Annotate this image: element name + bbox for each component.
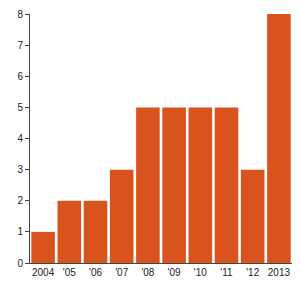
svg-text:'05: '05	[63, 267, 76, 278]
svg-text:6: 6	[17, 71, 23, 82]
svg-text:0: 0	[17, 258, 23, 269]
svg-text:'11: '11	[220, 267, 233, 278]
svg-text:5: 5	[17, 102, 23, 113]
svg-text:2013: 2013	[268, 267, 291, 278]
svg-text:3: 3	[17, 164, 23, 175]
svg-text:'08: '08	[141, 267, 154, 278]
svg-text:8: 8	[17, 9, 23, 20]
svg-text:'07: '07	[115, 267, 128, 278]
svg-text:'12: '12	[246, 267, 259, 278]
svg-text:2: 2	[17, 195, 23, 206]
svg-text:'09: '09	[168, 267, 181, 278]
svg-text:4: 4	[17, 133, 23, 144]
svg-text:2004: 2004	[32, 267, 55, 278]
svg-text:1: 1	[17, 226, 23, 237]
svg-text:7: 7	[17, 40, 23, 51]
svg-text:'10: '10	[194, 267, 207, 278]
svg-text:'06: '06	[89, 267, 102, 278]
